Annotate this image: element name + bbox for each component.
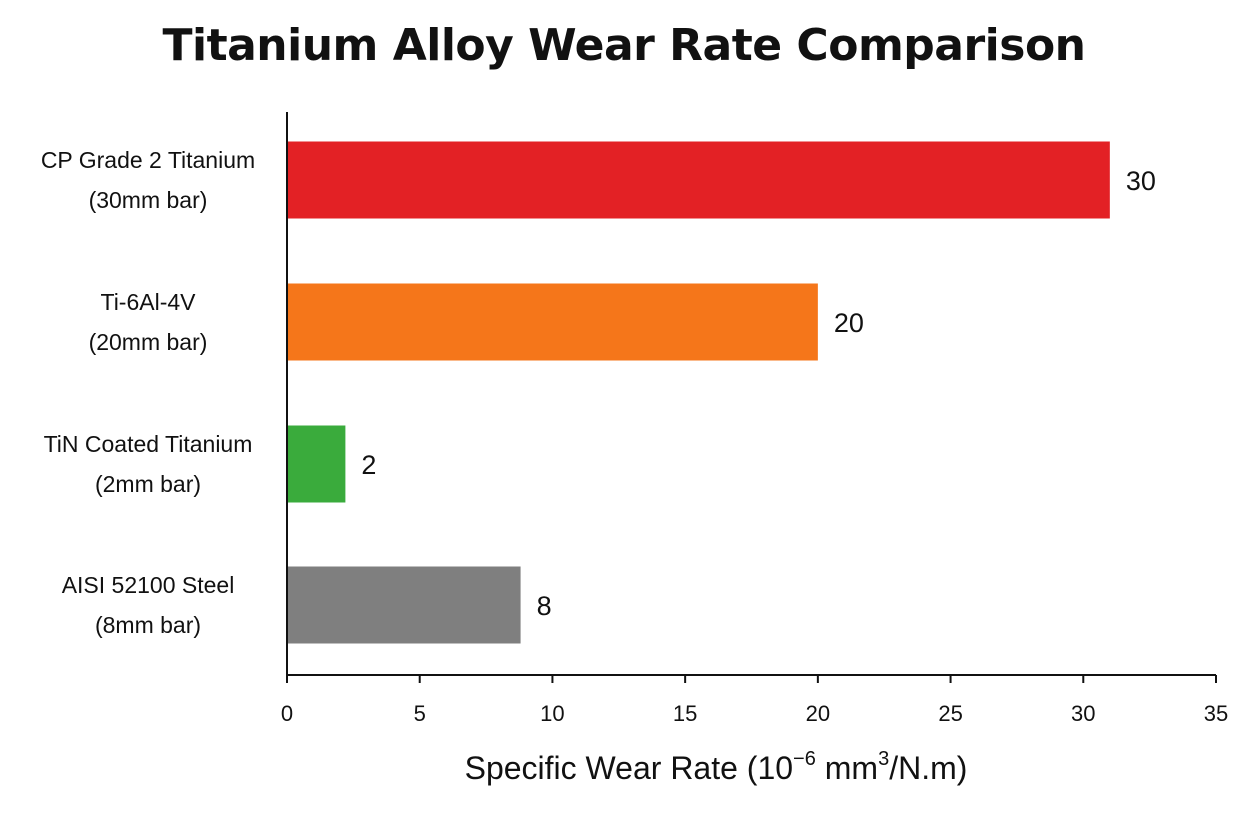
bar-4 bbox=[287, 566, 521, 644]
x-axis-label-exponent-2: 3 bbox=[878, 748, 890, 770]
x-tick-label-20: 20 bbox=[806, 701, 830, 726]
data-label-1: 30 bbox=[1126, 166, 1156, 196]
category-label-1-line-1: CP Grade 2 Titanium bbox=[41, 147, 255, 173]
category-label-2-line-1: Ti-6Al-4V bbox=[101, 289, 197, 315]
category-label-4-line-1: AISI 52100 Steel bbox=[62, 572, 235, 598]
category-label-2-line-2: (20mm bar) bbox=[89, 329, 208, 355]
x-tick-label-15: 15 bbox=[673, 701, 697, 726]
data-label-4: 8 bbox=[537, 591, 552, 621]
x-tick-label-5: 5 bbox=[414, 701, 426, 726]
bar-3 bbox=[287, 425, 346, 503]
x-axis-ticks: 0 5 10 15 20 25 30 35 bbox=[281, 675, 1228, 726]
category-label-3-line-2: (2mm bar) bbox=[95, 471, 201, 497]
category-labels: CP Grade 2 Titanium (30mm bar) Ti-6Al-4V (2… bbox=[41, 147, 255, 638]
x-axis-label-exponent-1: −6 bbox=[793, 748, 816, 770]
x-tick-label-25: 25 bbox=[938, 701, 962, 726]
category-label-1-line-2: (30mm bar) bbox=[89, 187, 208, 213]
x-axis-label-unit: mm bbox=[815, 750, 879, 786]
bar-2 bbox=[287, 283, 818, 361]
x-tick-label-35: 35 bbox=[1204, 701, 1228, 726]
category-label-3-line-1: TiN Coated Titanium bbox=[44, 431, 253, 457]
x-axis-label: Specific Wear Rate (10−6 mm3/N.m) bbox=[0, 748, 1248, 787]
x-tick-label-30: 30 bbox=[1071, 701, 1095, 726]
x-tick-label-0: 0 bbox=[281, 701, 293, 726]
x-axis-label-suffix: /N.m) bbox=[889, 750, 968, 786]
x-tick-label-10: 10 bbox=[540, 701, 564, 726]
data-label-2: 20 bbox=[834, 308, 864, 338]
bar-1 bbox=[287, 141, 1110, 219]
category-label-4-line-2: (8mm bar) bbox=[95, 612, 201, 638]
bars-layer: 30 20 2 8 bbox=[287, 141, 1156, 644]
chart-title: Titanium Alloy Wear Rate Comparison bbox=[162, 20, 1086, 71]
data-label-3: 2 bbox=[361, 450, 376, 480]
x-axis-label-prefix: Specific Wear Rate (10 bbox=[464, 750, 794, 786]
